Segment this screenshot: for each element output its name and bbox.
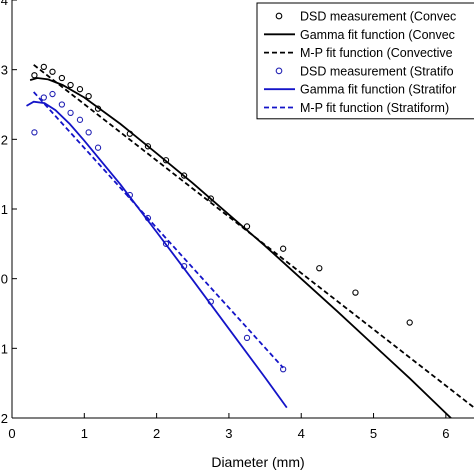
series-line-m-p-fit-function-convective — [33, 64, 474, 409]
data-point — [162, 157, 170, 164]
data-point — [40, 63, 47, 71]
data-point — [85, 129, 92, 136]
legend-label: DSD measurement (Stratifo — [300, 64, 454, 78]
legend-entry: DSD measurement (Convec — [275, 10, 456, 24]
data-point — [76, 116, 84, 123]
legend: DSD measurement (Convec Gamma fit functio… — [256, 2, 474, 120]
data-point — [243, 334, 251, 342]
legend-label: M-P fit function (Stratiform) — [300, 101, 449, 115]
y-tick-label: 2 — [1, 411, 8, 426]
y-tick-label: 1 — [1, 341, 8, 356]
legend-entry: Gamma fit function (Convec — [264, 28, 455, 42]
axes: 0 1 2 3 4 5 6 2 1 0 1 2 3 4 — [1, 0, 474, 441]
data-point — [58, 101, 66, 108]
data-point — [31, 72, 38, 79]
data-point — [280, 245, 287, 252]
data-point — [316, 265, 323, 272]
data-point — [352, 289, 359, 296]
legend-label: Gamma fit function (Convec — [300, 28, 455, 42]
legend-entry: DSD measurement (Stratifo — [275, 64, 454, 78]
x-tick-label: 3 — [225, 426, 232, 441]
data-point — [40, 94, 47, 101]
legend-label: M-P fit function (Convective — [300, 46, 453, 60]
data-point — [207, 195, 214, 202]
data-point — [67, 109, 74, 117]
data-point — [49, 90, 56, 98]
data-point — [144, 143, 152, 150]
x-tick-label: 6 — [442, 426, 449, 441]
data-point — [180, 172, 188, 179]
data-point — [49, 68, 56, 75]
legend-marker — [275, 12, 283, 20]
legend-marker — [275, 67, 283, 75]
y-tick-label: 1 — [1, 202, 8, 217]
legend-entry: Gamma fit function (Stratifor — [264, 83, 456, 97]
plot-area — [26, 63, 474, 418]
x-tick-label: 4 — [298, 426, 305, 441]
y-tick-label: 2 — [1, 132, 8, 147]
data-point — [85, 92, 92, 100]
data-point — [243, 223, 251, 230]
series-line-m-p-fit-function-stratiform — [33, 91, 284, 369]
y-tick-label: 4 — [1, 0, 8, 8]
x-axis-title: Diameter (mm) — [211, 454, 304, 470]
x-tick-label: 2 — [153, 426, 160, 441]
data-point — [162, 240, 170, 247]
data-point — [76, 86, 84, 93]
y-tick-label: 0 — [1, 272, 8, 287]
data-point — [31, 129, 38, 136]
legend-label: DSD measurement (Convec — [300, 10, 456, 24]
data-point — [58, 74, 66, 82]
legend-entry: M-P fit function (Convective — [264, 46, 453, 60]
legend-entry: M-P fit function (Stratiform) — [264, 101, 449, 115]
x-tick-label: 0 — [8, 426, 15, 441]
x-tick-label: 1 — [81, 426, 88, 441]
x-tick-label: 5 — [370, 426, 377, 441]
y-tick-label: 3 — [1, 63, 8, 78]
series-group — [26, 63, 474, 418]
legend-box — [256, 2, 474, 120]
legend-label: Gamma fit function (Stratifor — [300, 83, 456, 97]
data-point — [94, 144, 102, 151]
series-line-gamma-fit-function-stratiform — [26, 100, 288, 409]
data-point — [67, 81, 74, 89]
series-line-gamma-fit-function-convective — [29, 77, 453, 418]
data-point — [406, 319, 413, 326]
